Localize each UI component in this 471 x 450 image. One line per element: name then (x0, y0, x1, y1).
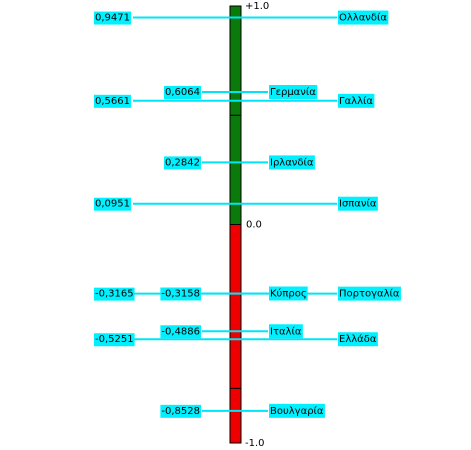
country-label-right-2-bg (338, 196, 378, 211)
value-label-center-3-bg (160, 325, 201, 339)
country-label-center-4-bg (269, 403, 325, 418)
axis-label-zero: 0.0 (246, 220, 262, 231)
country-label-right-4-bg (338, 332, 378, 347)
value-label-center-2: -0,3158 (161, 289, 200, 300)
country-label-right-1-bg (338, 93, 375, 108)
country-label-center-3: Ιταλία (270, 325, 302, 337)
country-label-right-1: Γαλλία (339, 95, 373, 107)
value-label-center-4-bg (160, 404, 201, 418)
country-label-center-2-bg (269, 286, 308, 301)
value-label-center-2-bg (160, 287, 201, 301)
value-label-center-1-bg (164, 156, 201, 170)
country-label-center-3-bg (269, 324, 303, 339)
value-label-center-0: 0,6064 (165, 87, 200, 98)
country-label-right-3-bg (338, 286, 401, 301)
value-label-left-0-bg (94, 11, 131, 25)
value-label-left-3: -0,3165 (95, 289, 134, 300)
country-label-right-3: Πορτογαλία (339, 288, 400, 300)
country-label-center-0-bg (269, 85, 318, 100)
value-label-center-1: 0,2842 (165, 157, 200, 168)
country-label-center-1-bg (269, 155, 315, 170)
axis-label-max: +1.0 (245, 1, 269, 12)
value-label-left-4: -0,5251 (95, 334, 134, 345)
country-label-right-0-bg (338, 10, 389, 25)
country-label-right-2: Ισπανία (339, 198, 377, 210)
value-label-center-0-bg (164, 86, 201, 100)
country-label-center-2: Κύπρος (270, 288, 307, 300)
country-label-right-0: Ολλανδία (339, 12, 387, 24)
country-label-center-1: Ιρλανδία (270, 156, 314, 168)
value-label-left-1-bg (94, 94, 131, 108)
value-label-left-1: 0,5661 (95, 96, 130, 107)
value-label-left-2: 0,0951 (95, 199, 130, 210)
country-label-right-4: Ελλάδα (339, 333, 377, 345)
value-label-left-4-bg (94, 333, 135, 347)
value-label-center-3: -0,4886 (161, 326, 200, 337)
value-label-left-2-bg (94, 197, 131, 211)
country-label-center-0: Γερμανία (270, 86, 316, 98)
value-label-left-3-bg (94, 287, 135, 301)
axis-label-min: -1.0 (245, 438, 265, 449)
country-label-center-4: Βουλγαρία (270, 405, 324, 417)
value-label-center-4: -0,8528 (161, 406, 200, 417)
bar-negative (229, 224, 242, 444)
value-label-left-0: 0,9471 (95, 13, 130, 24)
